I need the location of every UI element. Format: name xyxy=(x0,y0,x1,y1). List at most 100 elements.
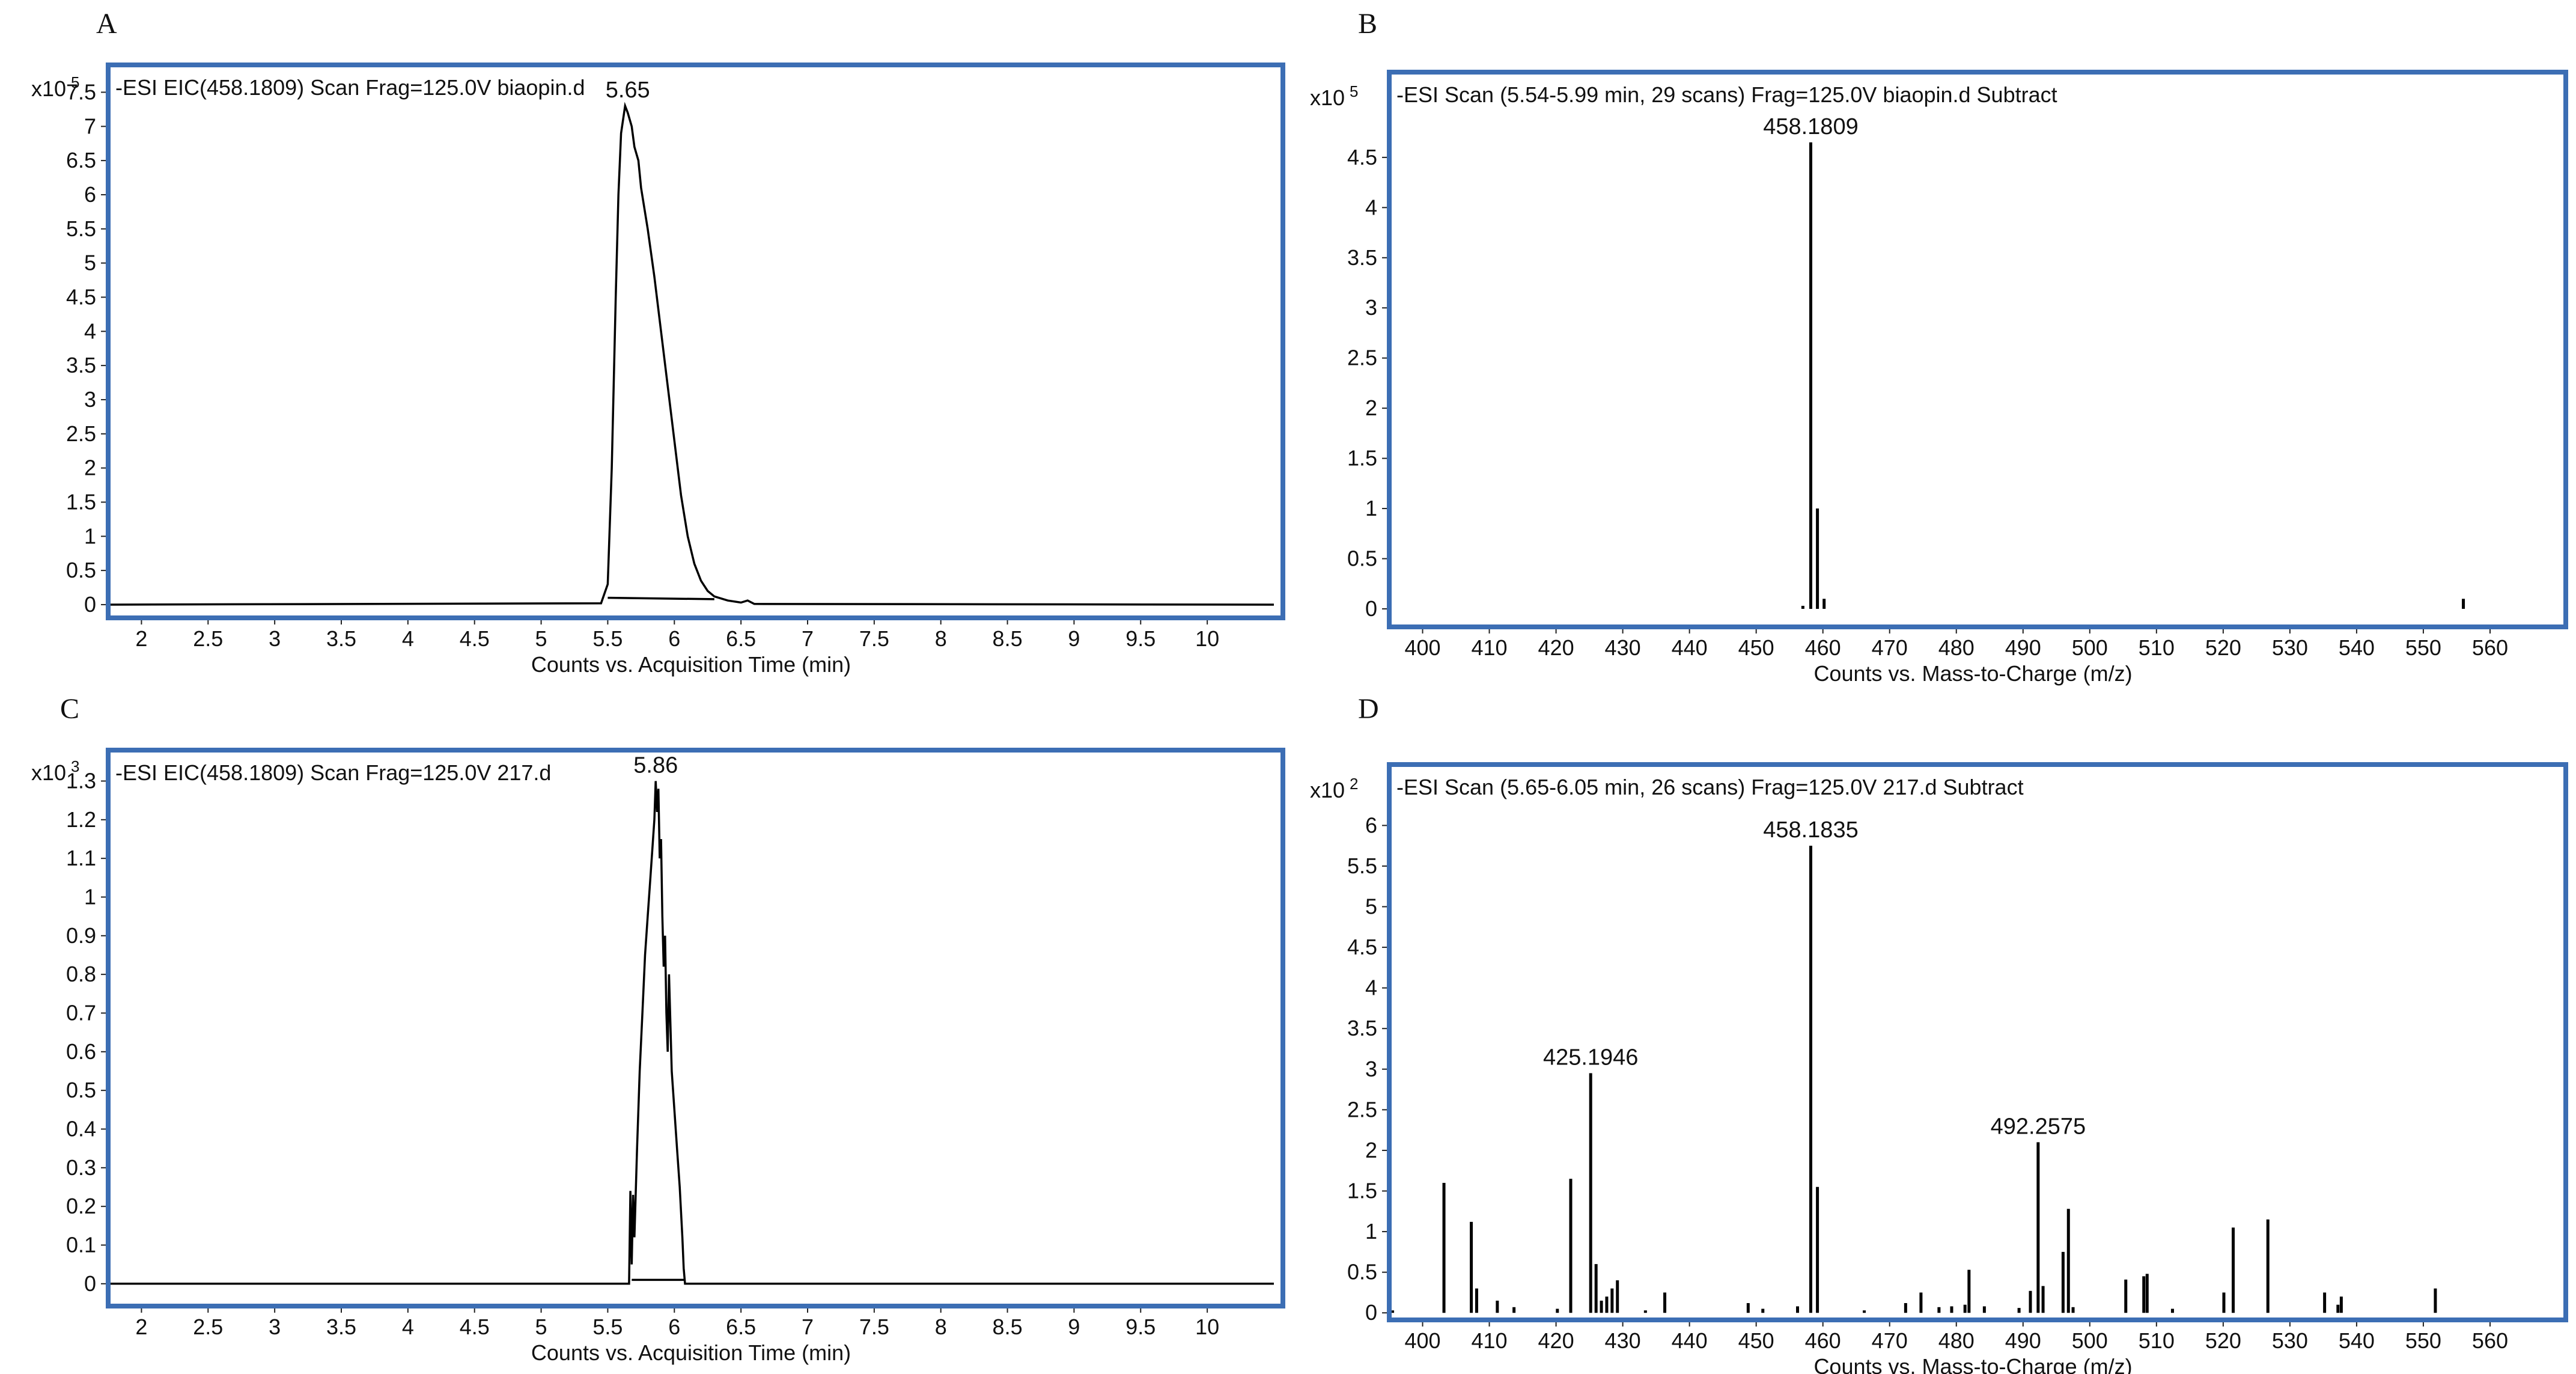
x-tick-label: 7 xyxy=(802,1314,814,1339)
x-tick-label: 400 xyxy=(1404,635,1440,660)
x-tick-label: 550 xyxy=(2405,635,2441,660)
x-tick-label: 470 xyxy=(1872,1328,1908,1353)
y-tick-label: 5 xyxy=(84,251,96,275)
x-tick-label: 4.5 xyxy=(460,626,490,651)
x-axis-title: Counts vs. Acquisition Time (min) xyxy=(531,652,851,677)
panel-letter: D xyxy=(1358,693,1379,725)
x-tick-label: 8.5 xyxy=(993,626,1023,651)
y-tick-label: 4.5 xyxy=(66,284,96,309)
y-tick-label: 3 xyxy=(1365,1057,1377,1081)
y-scale-exponent: 2 xyxy=(1350,775,1358,793)
y-tick-label: 4.5 xyxy=(1347,935,1377,959)
y-tick-label: 2.5 xyxy=(1347,1097,1377,1122)
x-tick-label: 410 xyxy=(1472,1328,1508,1353)
chromatogram-trace xyxy=(108,102,1274,606)
x-tick-label: 4 xyxy=(402,626,414,651)
y-tick-label: 3 xyxy=(1365,295,1377,320)
x-tick-label: 490 xyxy=(2005,635,2041,660)
x-tick-label: 460 xyxy=(1805,635,1841,660)
peak-label: 492.2575 xyxy=(1991,1114,2086,1139)
acquisition-annotation: -ESI Scan (5.65-6.05 min, 26 scans) Frag… xyxy=(1396,775,2024,799)
y-scale-base: x10 xyxy=(1310,778,1345,802)
x-tick-label: 5 xyxy=(535,1314,547,1339)
y-tick-label: 6 xyxy=(1365,813,1377,837)
y-tick-label: 1.1 xyxy=(66,846,96,870)
y-tick-label: 3.5 xyxy=(1347,245,1377,270)
y-tick-label: 3.5 xyxy=(1347,1016,1377,1040)
y-tick-label: 1 xyxy=(84,524,96,548)
x-tick-label: 9 xyxy=(1068,626,1080,651)
x-tick-label: 550 xyxy=(2405,1328,2441,1353)
x-tick-label: 6.5 xyxy=(726,626,756,651)
x-tick-label: 9.5 xyxy=(1125,626,1156,651)
x-tick-label: 470 xyxy=(1872,635,1908,660)
x-tick-label: 560 xyxy=(2472,1328,2508,1353)
x-tick-label: 460 xyxy=(1805,1328,1841,1353)
x-tick-label: 490 xyxy=(2005,1328,2041,1353)
y-tick-label: 0.8 xyxy=(66,962,96,986)
x-tick-label: 4.5 xyxy=(460,1314,490,1339)
y-tick-label: 1 xyxy=(1365,496,1377,521)
y-tick-label: 0.1 xyxy=(66,1232,96,1257)
y-tick-label: 6.5 xyxy=(66,148,96,173)
x-tick-label: 2 xyxy=(135,626,147,651)
x-tick-label: 530 xyxy=(2272,635,2308,660)
acquisition-annotation: -ESI Scan (5.54-5.99 min, 29 scans) Frag… xyxy=(1396,82,2057,107)
x-tick-label: 6 xyxy=(668,626,680,651)
y-tick-label: 4.5 xyxy=(1347,145,1377,169)
x-tick-label: 5 xyxy=(535,626,547,651)
panel-letter: B xyxy=(1358,8,1377,40)
x-tick-label: 480 xyxy=(1938,635,1975,660)
panel-letter: C xyxy=(60,693,79,725)
y-tick-label: 0.3 xyxy=(66,1155,96,1180)
x-tick-label: 410 xyxy=(1472,635,1508,660)
y-tick-label: 5 xyxy=(1365,894,1377,919)
y-scale-exponent: 5 xyxy=(71,73,79,91)
x-tick-label: 3 xyxy=(269,626,281,651)
y-scale-exponent: 3 xyxy=(71,757,79,775)
y-tick-label: 4 xyxy=(1365,976,1377,1000)
y-tick-label: 2.5 xyxy=(1347,346,1377,370)
y-scale-base: x10 xyxy=(31,76,66,101)
x-tick-label: 6 xyxy=(668,1314,680,1339)
x-tick-label: 440 xyxy=(1672,635,1708,660)
y-tick-label: 0.5 xyxy=(66,1078,96,1102)
y-tick-label: 1.5 xyxy=(66,489,96,514)
x-tick-label: 480 xyxy=(1938,1328,1975,1353)
x-tick-label: 400 xyxy=(1404,1328,1440,1353)
y-scale-base: x10 xyxy=(1310,85,1345,110)
x-tick-label: 430 xyxy=(1605,1328,1641,1353)
y-tick-label: 1.2 xyxy=(66,807,96,832)
y-tick-label: 5.5 xyxy=(1347,853,1377,878)
x-tick-label: 2 xyxy=(135,1314,147,1339)
y-tick-label: 6 xyxy=(84,182,96,207)
y-tick-label: 7.5 xyxy=(66,79,96,104)
plot-frame xyxy=(106,748,1285,1308)
x-tick-label: 4 xyxy=(402,1314,414,1339)
y-tick-label: 0.5 xyxy=(1347,546,1377,571)
y-scale-base: x10 xyxy=(31,760,66,785)
x-tick-label: 500 xyxy=(2072,1328,2108,1353)
x-tick-label: 3 xyxy=(269,1314,281,1339)
x-tick-label: 450 xyxy=(1738,635,1774,660)
y-tick-label: 0 xyxy=(84,592,96,617)
x-axis-title: Counts vs. Mass-to-Charge (m/z) xyxy=(1813,661,2132,686)
y-tick-label: 2 xyxy=(1365,1138,1377,1162)
x-tick-label: 6.5 xyxy=(726,1314,756,1339)
x-tick-label: 8.5 xyxy=(993,1314,1023,1339)
y-tick-label: 2 xyxy=(1365,395,1377,420)
x-tick-label: 520 xyxy=(2205,1328,2241,1353)
x-tick-label: 7 xyxy=(802,626,814,651)
x-tick-label: 5.5 xyxy=(592,1314,623,1339)
y-tick-label: 0.6 xyxy=(66,1039,96,1064)
acquisition-annotation: -ESI EIC(458.1809) Scan Frag=125.0V 217.… xyxy=(115,760,551,785)
peak-label: 425.1946 xyxy=(1543,1045,1639,1070)
y-tick-label: 0 xyxy=(84,1271,96,1296)
x-tick-label: 9 xyxy=(1068,1314,1080,1339)
peak-label: 458.1835 xyxy=(1763,817,1859,843)
x-tick-label: 2.5 xyxy=(193,626,223,651)
